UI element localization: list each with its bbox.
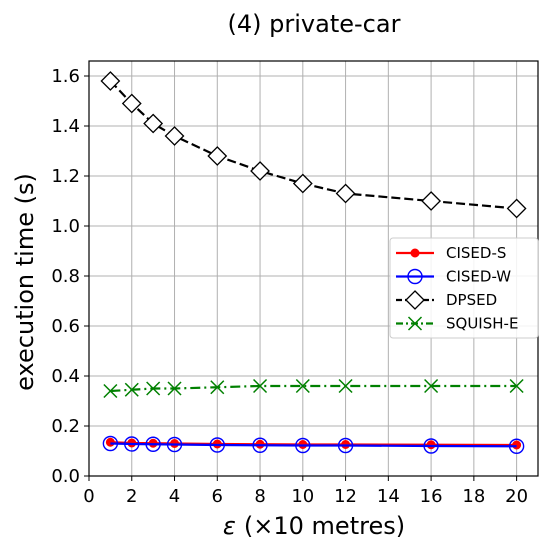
legend: CISED-S CISED-W DPSED SQUISH-E [389,237,539,339]
legend-marker [410,248,420,258]
data-point [102,435,119,452]
series-dpsed [100,71,527,219]
y-tick-label: 1.0 [51,216,80,237]
chart-title: (4) private-car [228,10,401,38]
y-tick-label: 0.8 [51,266,80,287]
y-axis-label: execution time (s) [11,173,39,391]
x-axis-label-symbol: ε [223,512,236,540]
legend-item: SQUISH-E [396,315,518,333]
data-point [424,378,439,394]
series-line [110,442,517,448]
data-point [121,93,142,114]
data-point [421,191,442,211]
data-point [124,436,140,452]
data-point [253,378,268,394]
data-point [292,173,313,194]
data-point [105,437,115,447]
series-layer [100,71,527,454]
legend-item: CISED-S [396,244,506,262]
data-point [209,437,225,453]
data-point [506,198,527,219]
x-tick-label: 0 [83,486,94,507]
x-tick-label: 12 [334,486,357,507]
legend-label: CISED-W [446,268,511,286]
x-tick-label: 4 [169,486,180,507]
data-point [207,146,228,166]
data-point [250,161,270,181]
legend-marker [407,268,423,285]
data-point [509,378,524,394]
data-point [252,437,268,453]
data-point [103,383,118,399]
data-point [100,71,121,91]
data-point [143,113,164,134]
data-point [124,382,139,397]
x-tick-label: 8 [254,486,265,507]
data-point [337,437,354,454]
y-tick-label: 1.2 [51,166,80,187]
x-axis-label: ε (×10 metres) [223,512,405,540]
y-tick-label: 0.6 [51,316,80,337]
data-point [145,436,161,452]
data-point [335,183,356,204]
legend-label: DPSED [446,291,497,309]
x-tick-label: 14 [377,486,400,507]
data-point [423,438,439,454]
data-point [146,381,161,396]
y-tick-label: 1.6 [51,66,80,87]
data-point [167,381,182,396]
x-tick-label: 2 [126,486,137,507]
x-tick-label: 16 [420,486,443,507]
series-line [109,80,517,210]
data-point [426,440,436,450]
x-axis-label-unit: (×10 metres) [244,512,405,540]
legend-item: DPSED [396,290,497,310]
legend-label: SQUISH-E [446,315,518,333]
x-tick-label: 20 [505,486,528,507]
data-point [295,378,310,394]
data-point [295,437,311,454]
data-point [512,440,522,450]
legend-marker [407,316,423,331]
x-tick-label: 18 [462,486,485,507]
series-line [110,384,517,393]
series-cised-w [102,435,525,454]
legend-label: CISED-S [446,244,506,262]
data-point [210,380,225,395]
legend-item: CISED-W [396,268,511,286]
data-point [508,438,525,454]
series-squish-e [103,378,524,399]
data-point [166,436,183,453]
y-ticks: 0.0 0.2 0.4 0.6 0.8 1.0 1.2 1.4 1.6 [51,66,89,487]
data-point [164,126,185,146]
x-tick-label: 6 [212,486,223,507]
legend-box [389,237,539,339]
y-tick-label: 0.0 [51,466,80,487]
y-tick-label: 1.4 [51,116,80,137]
legend-marker [405,290,425,310]
data-point [338,378,353,394]
y-tick-label: 0.2 [51,416,80,437]
x-tick-label: 10 [291,486,314,507]
x-ticks: 0 2 4 6 8 10 12 14 16 18 20 [83,476,528,507]
y-tick-label: 0.4 [51,366,80,387]
